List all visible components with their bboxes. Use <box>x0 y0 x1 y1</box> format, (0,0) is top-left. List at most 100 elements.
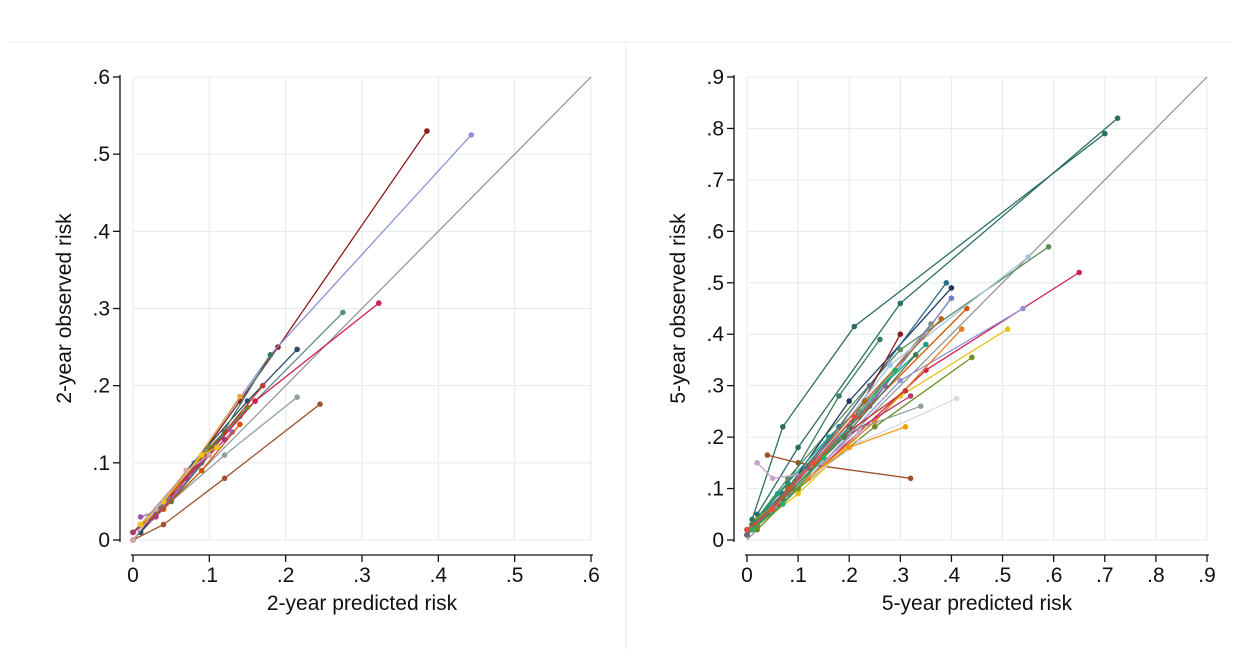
left-series-3-point <box>252 398 258 404</box>
right-series-8-point <box>872 424 878 430</box>
left-series-9-point <box>137 514 144 520</box>
right-series-4-point <box>897 393 904 399</box>
right-y-tick-label: .9 <box>706 66 724 89</box>
left-series-13-point <box>130 529 136 536</box>
right-series-29-point <box>744 526 750 533</box>
left-series-7-point <box>160 521 167 528</box>
left-reference-line <box>132 76 592 541</box>
left-series-14-line <box>140 446 218 526</box>
right-series-18-point <box>948 295 955 302</box>
right-series-14-point <box>907 393 914 399</box>
right-y-tick-label: .6 <box>706 220 724 243</box>
left-x-tick-label: 0 <box>127 564 139 587</box>
right-series-0-point <box>851 323 858 330</box>
right-series-29-point <box>851 413 858 420</box>
right-series-28-point <box>892 367 898 374</box>
left-series-15-line <box>132 454 210 541</box>
left-series-8-point <box>237 393 243 400</box>
right-y-tick-label: .7 <box>706 169 724 192</box>
left-series-11-point <box>267 352 274 358</box>
right-x-tick-label: .1 <box>789 564 807 587</box>
right-series-29-line <box>746 416 855 531</box>
left-x-tick-label: .2 <box>277 564 295 587</box>
left-series-6-point <box>221 452 228 458</box>
right-series-9-point <box>907 475 914 482</box>
right-series-22-point <box>928 321 934 327</box>
right-x-tick-label: .6 <box>1045 564 1063 587</box>
right-series-27-point <box>744 532 750 538</box>
right-series-26-point <box>938 316 944 322</box>
right-series-0-point <box>1102 130 1108 137</box>
right-series-28-point <box>820 454 827 461</box>
right-chart-panel: 0 .1 .2 .3 .4 .5 .6 .7 .8 .9 0 .1 .2 .3 .4 .5 .6 .7 .8 .9 5-… <box>667 66 1216 615</box>
right-x-tick-label: .2 <box>840 564 858 587</box>
right-series-12-line <box>751 333 901 531</box>
left-series-14-point <box>137 521 144 528</box>
right-series-25-point <box>841 434 847 440</box>
right-series-13-point <box>877 336 883 343</box>
right-series-1-point <box>795 444 801 451</box>
left-series-12-point <box>160 506 167 512</box>
left-x-tick-label: .3 <box>353 564 371 587</box>
right-series-1-point <box>897 300 904 307</box>
left-series-2-point <box>340 309 346 316</box>
right-series-3-point <box>1076 269 1082 276</box>
right-x-tick-label: .5 <box>994 564 1012 587</box>
right-series-8-point <box>969 354 975 361</box>
right-series-23-line <box>756 431 860 479</box>
right-series-26-point <box>861 398 868 404</box>
left-y-tick-label: .2 <box>92 375 110 398</box>
left-series-12-point <box>237 421 243 428</box>
left-series-0-line <box>140 130 428 533</box>
right-x-tick-label: .9 <box>1198 564 1216 587</box>
left-series-12-line <box>140 423 241 526</box>
right-series-4-point <box>1004 326 1011 332</box>
right-series-1-line <box>756 117 1119 515</box>
left-series-13-point <box>183 475 190 482</box>
left-series-15-point <box>130 537 136 543</box>
left-y-tick-label: .3 <box>92 298 110 321</box>
left-y-axis-title: 2-year observed risk <box>53 213 76 404</box>
left-series-15-point <box>153 506 159 512</box>
left-y-tick-label: .1 <box>92 452 110 475</box>
right-y-tick-label: .5 <box>706 272 724 295</box>
left-series-1-point <box>468 132 475 138</box>
right-y-tick-label: 0 <box>712 529 724 552</box>
right-series-4-point <box>795 490 801 497</box>
left-series-15-point <box>183 467 190 474</box>
right-series-23-point <box>769 475 776 482</box>
right-series-19-point <box>964 305 970 312</box>
right-x-tick-label: .4 <box>943 564 961 587</box>
left-series-6-point <box>294 394 300 401</box>
right-series-0-point <box>780 424 786 430</box>
right-series-28-point <box>749 526 755 533</box>
right-series-15-point <box>902 424 909 430</box>
left-x-axis-title: 2-year predicted risk <box>267 592 458 615</box>
right-series-29-point <box>810 460 817 466</box>
left-series-14-point <box>198 452 205 458</box>
left-series-14-point <box>160 498 167 505</box>
right-series-6-point <box>948 285 955 291</box>
left-series-12-point <box>198 467 205 474</box>
right-y-tick-label: .1 <box>706 478 724 501</box>
left-x-tick-label: .4 <box>430 564 448 587</box>
right-series-15-point <box>846 444 852 451</box>
left-y-tick-label: .4 <box>92 220 110 243</box>
right-series-0-point <box>749 516 755 523</box>
right-series-2-line <box>751 246 1049 525</box>
right-series-28-point <box>780 501 786 507</box>
left-series-7-line <box>132 403 321 541</box>
left-series-3-line <box>132 302 380 533</box>
left-series-11-line <box>132 354 271 533</box>
left-chart-panel: 0 .1 .2 .3 .4 .5 .6 0 .1 .2 .3 .4 .5 .6 2-year predict… <box>53 66 600 615</box>
left-x-tick-label: .5 <box>506 564 524 587</box>
right-y-tick-label: .3 <box>706 375 724 398</box>
right-series-7-line <box>746 282 947 531</box>
right-series-23-point <box>754 460 760 466</box>
right-series-7-point <box>943 280 950 286</box>
right-series-25-point <box>912 352 919 358</box>
right-series-21-line <box>751 344 927 526</box>
right-series-8-point <box>754 526 760 533</box>
right-series-16-point <box>918 403 924 410</box>
